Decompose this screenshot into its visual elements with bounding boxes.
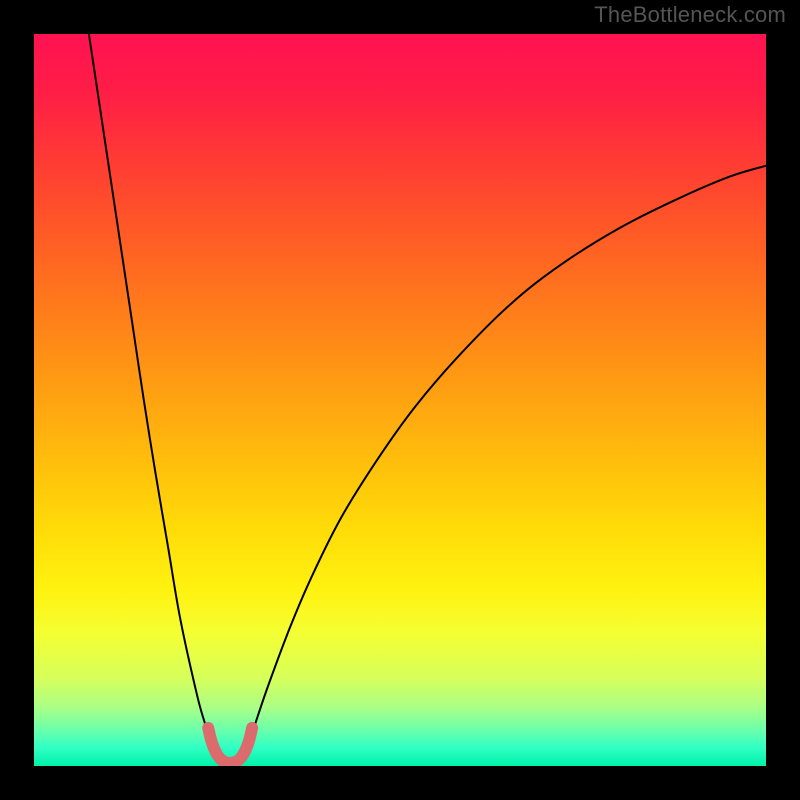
watermark-text: TheBottleneck.com <box>594 2 786 28</box>
bottleneck-chart <box>0 0 800 800</box>
